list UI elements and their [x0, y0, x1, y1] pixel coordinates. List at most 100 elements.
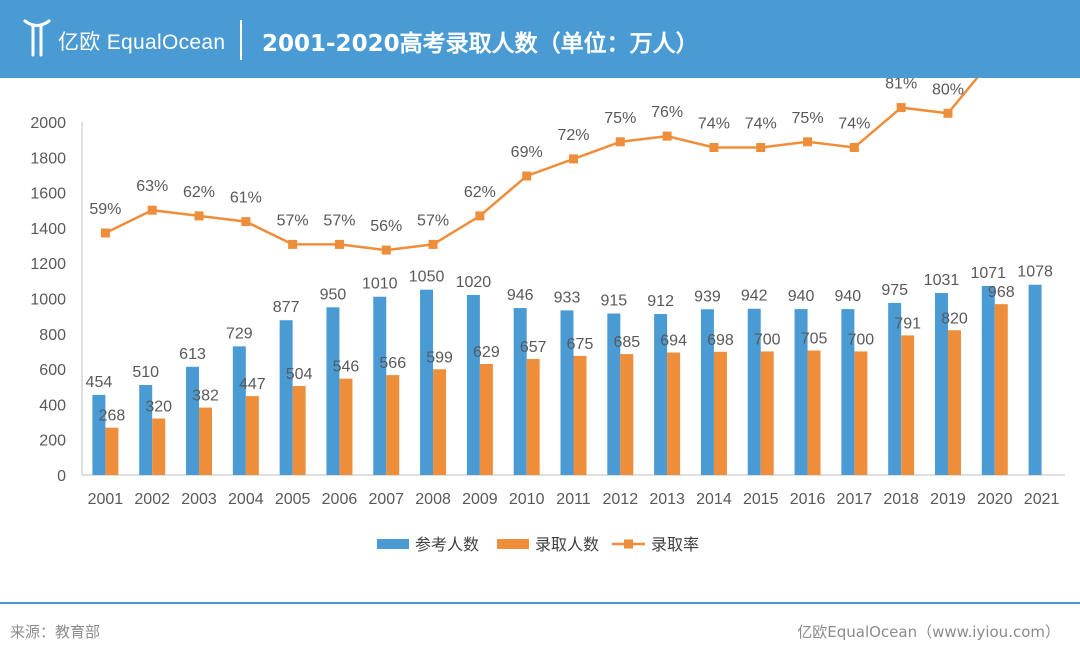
admission-rate-label: 61%: [230, 190, 262, 207]
admitted-data-label: 675: [567, 336, 594, 353]
admitted-bar: [526, 359, 540, 475]
admitted-bar: [807, 350, 821, 475]
admission-rate-marker: [943, 108, 953, 118]
applicants-data-label: 915: [600, 293, 627, 310]
x-tick-label: 2008: [415, 491, 451, 508]
admission-rate-label: 75%: [792, 110, 824, 127]
admitted-bar: [947, 330, 961, 475]
admitted-bar: [713, 351, 727, 475]
admitted-bar: [339, 378, 353, 475]
admitted-data-label: 700: [754, 331, 781, 348]
applicants-data-label: 1071: [970, 265, 1006, 282]
admission-rate-label: 63%: [136, 178, 168, 195]
applicants-bar: [92, 394, 106, 475]
applicants-data-label: 1078: [1017, 264, 1053, 281]
x-tick-label: 2021: [1024, 491, 1060, 508]
footer-divider: [0, 602, 1080, 604]
admission-rate-marker: [803, 137, 813, 147]
admitted-data-label: 447: [239, 376, 266, 393]
admission-rate-label: 72%: [557, 127, 589, 144]
admission-rate-marker: [849, 143, 859, 152]
applicants-data-label: 950: [320, 286, 347, 303]
admitted-bar: [152, 418, 166, 475]
applicants-data-label: 940: [788, 288, 815, 305]
applicants-bar: [139, 384, 153, 475]
x-tick-label: 2002: [134, 491, 170, 508]
applicants-bar: [794, 309, 808, 475]
header-divider: [240, 20, 242, 60]
applicants-data-label: 939: [694, 288, 721, 305]
legend-applicants-swatch: [377, 539, 409, 549]
admission-rate-label: 74%: [745, 116, 777, 133]
applicants-data-label: 877: [273, 299, 300, 316]
applicants-bar: [466, 294, 480, 475]
admitted-data-label: 504: [286, 366, 313, 383]
applicants-bar: [888, 302, 902, 475]
applicants-bar: [326, 307, 340, 475]
applicants-data-label: 729: [226, 325, 253, 342]
admission-rate-marker: [756, 143, 766, 152]
y-tick-label: 800: [39, 327, 66, 344]
admission-rate-marker: [662, 131, 672, 141]
applicants-data-label: 975: [881, 282, 908, 299]
x-tick-label: 2014: [696, 491, 732, 508]
legend-rate-marker: [624, 539, 633, 549]
admission-rate-marker: [100, 228, 110, 238]
y-tick-label: 400: [39, 397, 66, 414]
admitted-data-label: 566: [379, 355, 406, 372]
admission-rate-label: 81%: [885, 78, 917, 93]
admitted-data-label: 599: [426, 349, 453, 366]
admission-rate-marker: [896, 103, 906, 113]
admission-rate-label: 74%: [838, 116, 870, 133]
admission-rate-marker: [194, 211, 204, 221]
x-tick-label: 2020: [977, 491, 1013, 508]
source-note: 来源：教育部: [10, 623, 101, 641]
x-tick-label: 2018: [883, 491, 919, 508]
logo-text: 亿欧 EqualOcean: [58, 31, 226, 54]
admission-rate-marker: [428, 239, 438, 249]
admitted-bar: [760, 351, 774, 475]
admitted-data-label: 700: [848, 331, 875, 348]
admission-rate-label: 57%: [417, 212, 449, 229]
applicants-data-label: 613: [179, 346, 206, 363]
admitted-data-label: 320: [145, 399, 172, 416]
page-title: 2001-2020高考录取人数（单位：万人）: [262, 31, 699, 57]
admitted-data-label: 968: [988, 284, 1015, 301]
y-tick-label: 600: [39, 362, 66, 379]
admission-rate-label: 57%: [277, 212, 309, 229]
admission-rate-marker: [569, 154, 578, 164]
y-tick-label: 200: [39, 433, 66, 450]
applicants-bar: [513, 308, 527, 475]
applicants-bar: [654, 314, 668, 475]
applicants-bar: [841, 309, 855, 475]
admitted-data-label: 629: [473, 344, 500, 361]
admitted-bar: [433, 369, 447, 475]
applicants-data-label: 1031: [924, 272, 960, 289]
admitted-data-label: 546: [333, 359, 360, 376]
admitted-bar: [245, 396, 259, 475]
admitted-bar: [901, 335, 915, 475]
admitted-bar: [620, 354, 634, 475]
admission-rate-label: 75%: [604, 110, 636, 127]
admitted-bar: [854, 351, 868, 475]
applicants-bar: [747, 308, 761, 475]
admission-rate-label: 59%: [89, 201, 121, 218]
admission-rate-marker: [334, 239, 344, 249]
admission-chart: 0 200 400 600 800 1000 1200 1400 1600 1800 2000 200…: [30, 78, 1065, 554]
x-tick-label: 2005: [275, 491, 311, 508]
applicants-data-label: 933: [554, 289, 581, 306]
y-tick-label: 1400: [30, 221, 66, 238]
equalocean-logo-icon: [23, 19, 51, 57]
x-tick-label: 2010: [509, 491, 545, 508]
admission-rate-marker: [288, 239, 298, 249]
x-tick-label: 2011: [556, 491, 591, 508]
x-tick-label: 2006: [322, 491, 358, 508]
admission-rate-marker: [147, 205, 157, 215]
legend-applicants-label: 参考人数: [415, 536, 479, 554]
y-tick-label: 0: [57, 468, 66, 485]
applicants-bar: [420, 289, 434, 475]
admitted-data-label: 382: [192, 388, 219, 405]
admission-rate-label: 62%: [464, 184, 496, 201]
admission-rate-label: 56%: [370, 218, 402, 235]
admitted-bar: [105, 427, 119, 475]
